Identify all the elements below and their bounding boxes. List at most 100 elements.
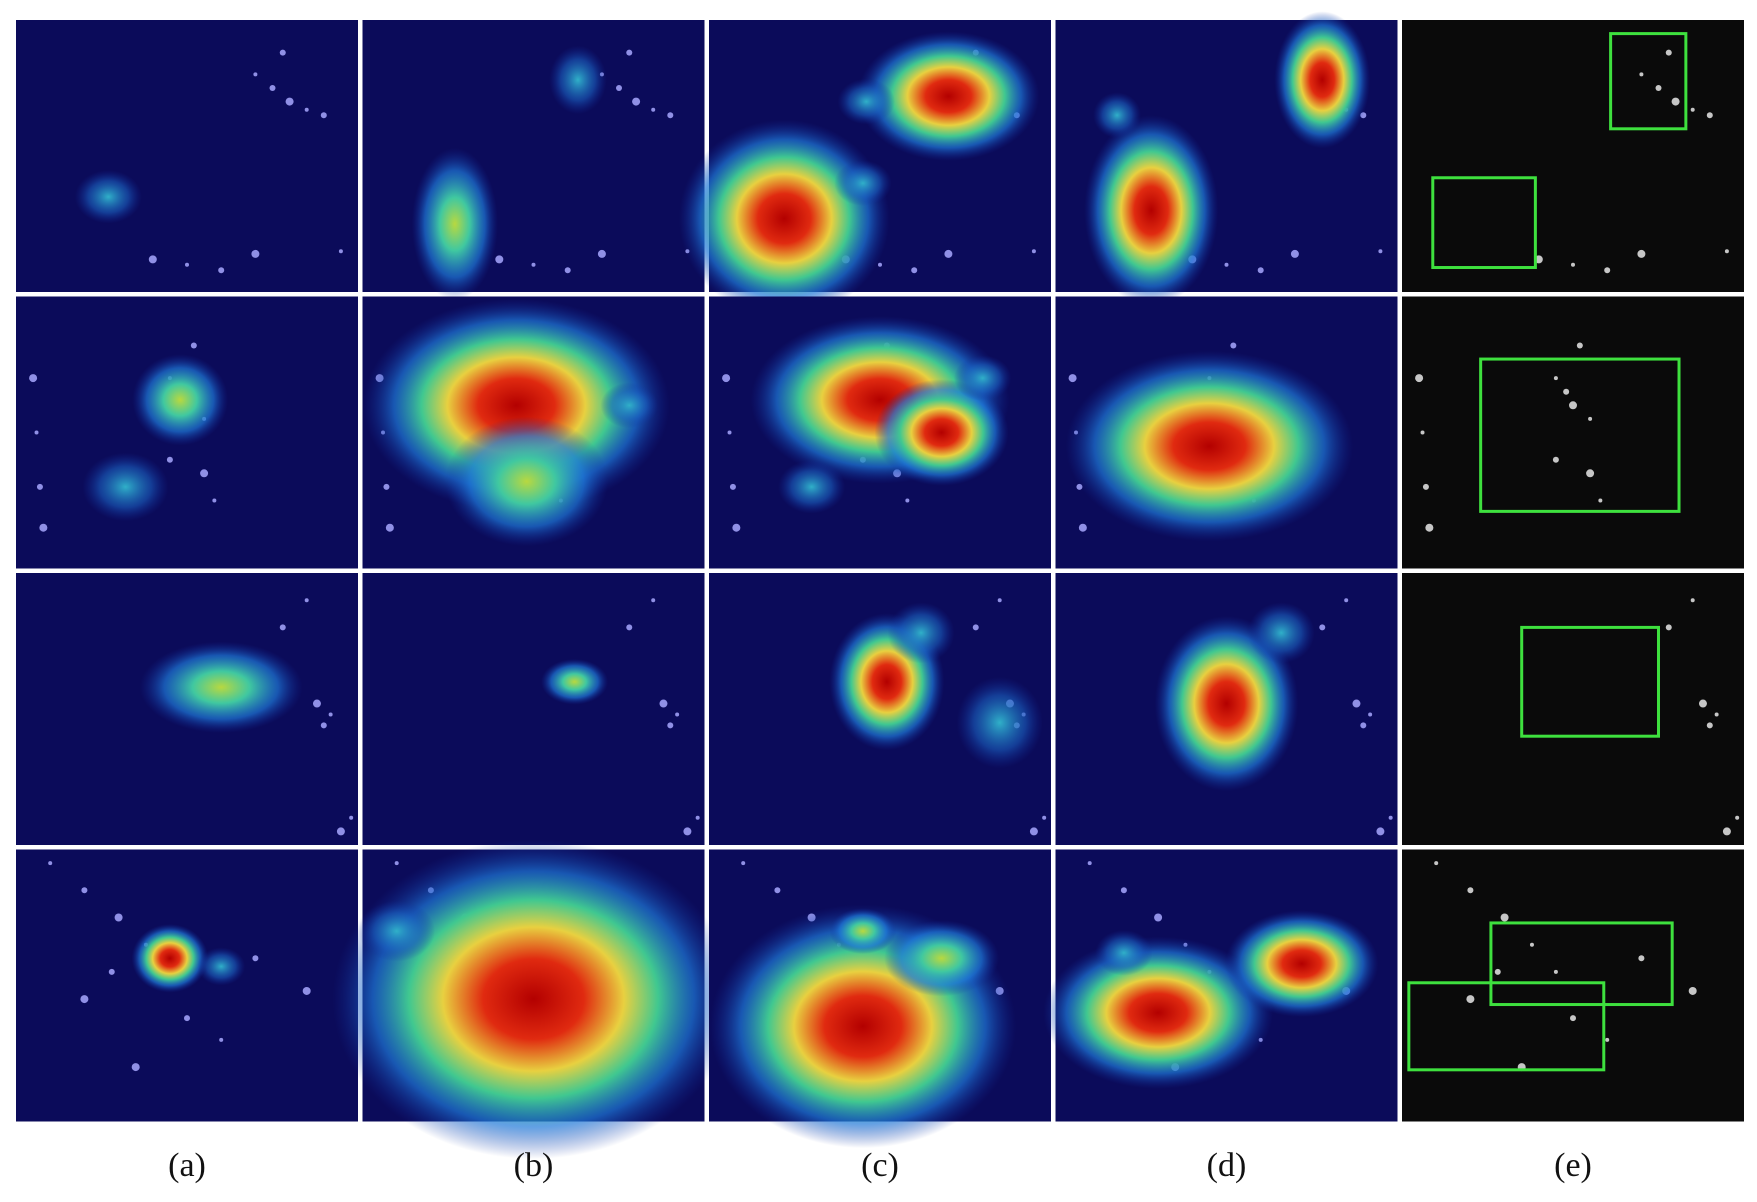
speck: [597, 249, 606, 258]
speck: [1467, 887, 1474, 894]
image-panel: [1055, 573, 1398, 845]
heat-region: [857, 31, 1040, 161]
image-panel: [709, 849, 1051, 1149]
speck: [1500, 913, 1509, 922]
speck: [385, 523, 394, 532]
heat-region: [884, 920, 1000, 997]
speck: [253, 72, 258, 77]
speck: [616, 85, 622, 91]
speck: [729, 483, 736, 490]
speck: [632, 97, 641, 106]
speck: [695, 815, 700, 820]
heat-region: [837, 78, 896, 125]
speck: [279, 624, 286, 631]
speck: [1352, 699, 1361, 708]
speck: [659, 699, 668, 708]
panel-grid: [16, 11, 1744, 1160]
heat-region: [139, 641, 303, 733]
speck: [911, 267, 918, 274]
heat-region: [874, 379, 1009, 486]
speck: [1570, 1015, 1576, 1022]
image-panel: [1402, 20, 1744, 292]
image-panel: [709, 296, 1051, 569]
bounding-box: [1407, 981, 1606, 1072]
heat-region: [778, 460, 846, 514]
speck: [1388, 815, 1393, 820]
image-panel: [1055, 11, 1398, 306]
speck: [383, 483, 390, 490]
speck: [320, 722, 327, 729]
panel-background: [1402, 20, 1744, 292]
speck: [36, 483, 43, 490]
speck: [1690, 107, 1695, 112]
heat-region: [1274, 11, 1371, 149]
speck: [626, 624, 633, 631]
image-panel: [1055, 296, 1398, 569]
speck: [108, 968, 115, 975]
speck: [651, 107, 656, 112]
speck: [997, 598, 1002, 603]
speck: [905, 498, 910, 503]
speck: [336, 827, 345, 836]
heat-region: [74, 170, 142, 224]
speck: [285, 97, 294, 106]
speck: [190, 342, 197, 349]
speck: [1724, 249, 1729, 254]
speck: [349, 815, 354, 820]
speck: [1605, 1037, 1610, 1042]
speck: [1224, 262, 1229, 267]
image-panel: [709, 573, 1051, 845]
speck: [251, 249, 260, 258]
speck: [1376, 827, 1385, 836]
image-panel: [1043, 849, 1398, 1122]
panel-label: (d): [1207, 1147, 1247, 1184]
image-panel: [16, 573, 358, 845]
speck: [212, 498, 217, 503]
speck: [972, 624, 979, 631]
panel-label: (c): [861, 1147, 899, 1184]
heat-region: [887, 602, 955, 664]
speck: [1665, 624, 1672, 631]
speck: [185, 262, 189, 267]
speck: [495, 255, 504, 264]
panel-labels: (a) (b) (c) (d) (e): [168, 1147, 1592, 1184]
panel-background: [1402, 849, 1744, 1122]
heat-region: [197, 947, 246, 986]
speck: [1360, 722, 1367, 729]
speck: [269, 85, 276, 91]
bounding-box: [1479, 357, 1681, 513]
speck: [683, 827, 692, 836]
speck: [1494, 968, 1501, 975]
speck: [1586, 469, 1595, 478]
heat-region: [332, 839, 735, 1160]
speck: [148, 255, 157, 264]
speck: [1706, 112, 1713, 119]
image-panel: [332, 839, 735, 1160]
panel-background: [1402, 573, 1744, 845]
heat-region: [1154, 615, 1299, 792]
speck: [1466, 995, 1475, 1004]
speck: [184, 1015, 190, 1022]
speck: [1722, 827, 1731, 836]
speck: [304, 107, 309, 112]
speck: [1422, 483, 1429, 490]
image-panel: [678, 20, 1051, 318]
speck: [1671, 97, 1680, 106]
speck: [1571, 262, 1575, 267]
speck: [1553, 376, 1558, 381]
heat-region: [829, 908, 897, 954]
speck: [722, 374, 731, 383]
speck: [944, 249, 953, 258]
speck: [1639, 72, 1644, 77]
speck: [1031, 249, 1036, 254]
panel-background: [16, 20, 358, 292]
heat-region: [541, 658, 609, 705]
heat-region: [1065, 350, 1354, 542]
panel-background: [362, 20, 705, 292]
heat-region: [549, 45, 607, 115]
speck: [626, 49, 633, 56]
speck: [279, 49, 286, 56]
heat-region: [132, 354, 229, 446]
speck: [667, 722, 674, 729]
speck: [1576, 342, 1583, 349]
